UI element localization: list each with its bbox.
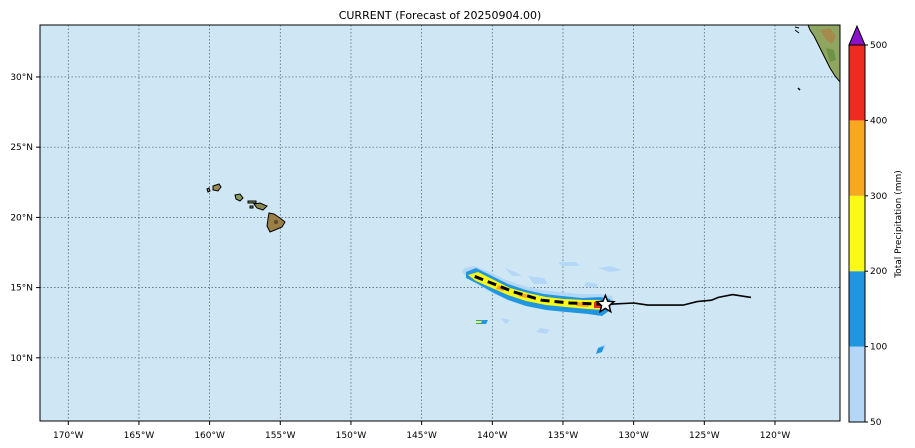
colorbar-tick-label: 500 [870,41,887,51]
precip-patch [598,266,622,272]
colorbar-segment [849,195,865,272]
island-maui [253,202,268,211]
precip-patch [536,328,550,334]
land-masses [206,25,840,233]
precip-patch [584,282,598,288]
colorbar-segments [849,45,865,422]
lon-label: 120°W [760,431,791,441]
island-kauai [212,183,222,192]
island-lanai [249,205,254,209]
colorbar-segment [849,45,865,121]
lon-label: 170°W [53,431,84,441]
map-frame [39,24,841,422]
hawaiian-islands [206,183,286,233]
precip-patch [596,346,604,354]
colorbar-label: Total Precipitation (mm) [894,170,904,279]
colorbar-tick-label: 50 [870,418,882,428]
precip-patch [505,268,522,276]
volcano-shading [274,220,278,224]
lat-label: 30°N [10,73,33,83]
lon-label: 155°W [265,431,296,441]
island-niihau [206,187,211,193]
channel-island-2 [794,26,800,29]
colorbar-tick-label: 100 [870,343,887,353]
storm-tracks [470,273,752,314]
colorbar-segment [849,346,865,422]
precip-patch [558,262,580,266]
observed-track-line [605,293,752,306]
lat-label: 25°N [10,143,33,153]
map-title: CURRENT (Forecast of 20250904.00) [339,9,542,22]
graticule [40,25,840,421]
map-panel: 170°W 165°W 160°W 155°W 150°W 145°W 140°W 135°W… [10,24,841,441]
lat-label: 20°N [10,213,33,223]
precip-patch [528,276,548,284]
terrain-highlands [820,28,836,44]
colorbar-tick-label: 300 [870,192,887,202]
lat-label: 10°N [10,354,33,364]
colorbar-segment [849,271,865,347]
ocean-background [40,25,840,421]
island-molokai [247,200,257,204]
forecast-track-line [470,273,606,306]
precip-band-200-300 [468,272,608,310]
lon-label: 125°W [689,431,720,441]
colorbar-segment [849,120,865,196]
colorbar: 50 100 200 300 400 500 Total Precipitation (m… [848,24,904,428]
terrain-valley [826,48,836,62]
colorbar-ticks: 50 100 200 300 400 500 [865,41,887,428]
lon-label: 160°W [194,431,225,441]
channel-island [794,29,800,34]
colorbar-tick-label: 400 [870,116,887,126]
lat-label: 15°N [10,284,33,294]
california-coast [794,25,840,91]
precip-patch [500,318,510,324]
lon-label: 140°W [477,431,508,441]
colorbar-frame [848,44,866,423]
precip-patch [476,321,482,323]
lon-label: 145°W [406,431,437,441]
lon-label: 135°W [548,431,579,441]
island-oahu [234,193,244,202]
lon-label: 130°W [618,431,649,441]
lon-label: 150°W [336,431,367,441]
colorbar-tick-label: 200 [870,267,887,277]
star-icon [594,293,616,314]
colorbar-extend-arrow [848,24,866,46]
guadalupe-island [797,87,801,91]
axis-labels: 170°W 165°W 160°W 155°W 150°W 145°W 140°W 135°W… [10,73,790,441]
lon-label: 165°W [124,431,155,441]
